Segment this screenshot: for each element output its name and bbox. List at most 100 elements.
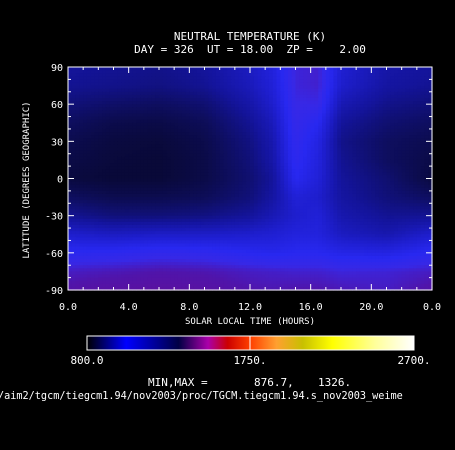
heatmap-cell xyxy=(204,172,209,177)
heatmap-cell xyxy=(204,203,209,207)
heatmap-cell xyxy=(193,132,198,136)
heatmap-cell xyxy=(166,166,171,170)
heatmap-cell xyxy=(333,172,338,177)
heatmap-cell xyxy=(86,144,92,149)
heatmap-cell xyxy=(250,107,255,111)
heatmap-cell xyxy=(394,172,399,177)
heatmap-cell xyxy=(295,197,300,201)
heatmap-cell xyxy=(121,113,126,118)
heatmap-cell xyxy=(132,70,137,74)
heatmap-cell xyxy=(420,147,426,152)
heatmap-cell xyxy=(185,163,190,167)
heatmap-cell xyxy=(367,156,372,161)
heatmap-cell xyxy=(375,70,380,74)
heatmap-cell xyxy=(124,153,130,158)
heatmap-cell xyxy=(341,88,346,93)
heatmap-cell xyxy=(159,116,164,121)
heatmap-cell xyxy=(424,147,429,152)
heatmap-cell xyxy=(363,91,369,96)
heatmap-cell xyxy=(253,159,259,164)
heatmap-cell xyxy=(386,82,391,87)
heatmap-cell xyxy=(204,125,209,130)
heatmap-cell xyxy=(174,91,179,96)
heatmap-cell xyxy=(128,85,134,90)
heatmap-cell xyxy=(322,135,327,139)
heatmap-cell xyxy=(223,76,228,80)
heatmap-cell xyxy=(265,76,270,80)
heatmap-cell xyxy=(261,101,266,105)
heatmap-cell xyxy=(124,116,130,121)
heatmap-cell xyxy=(166,181,171,186)
heatmap-cell xyxy=(98,85,103,90)
heatmap-cell xyxy=(132,172,137,177)
heatmap-cell xyxy=(333,200,338,204)
heatmap-cell xyxy=(405,122,410,127)
heatmap-cell xyxy=(83,135,88,139)
heatmap-cell xyxy=(215,132,221,136)
heatmap-cell xyxy=(386,97,391,102)
heatmap-cell xyxy=(174,209,179,214)
heatmap-cell xyxy=(344,153,350,158)
heatmap-cell xyxy=(215,169,221,173)
heatmap-cell xyxy=(155,135,160,139)
heatmap-cell xyxy=(109,184,115,189)
heatmap-cell xyxy=(113,212,118,217)
heatmap-cell xyxy=(219,135,225,139)
heatmap-cell xyxy=(310,218,316,223)
heatmap-cell xyxy=(428,209,433,214)
heatmap-cell xyxy=(231,172,236,177)
heatmap-cell xyxy=(193,113,198,118)
heatmap-cell xyxy=(71,110,77,115)
heatmap-cell xyxy=(272,138,278,142)
heatmap-cell xyxy=(303,94,308,99)
heatmap-cell xyxy=(268,156,274,161)
heatmap-cell xyxy=(246,153,251,158)
heatmap-cell xyxy=(94,73,99,77)
heatmap-cell xyxy=(162,181,168,186)
heatmap-cell xyxy=(287,150,293,155)
heatmap-cell xyxy=(337,79,342,84)
heatmap-cell xyxy=(174,206,179,211)
heatmap-cell xyxy=(375,85,380,90)
heatmap-cell xyxy=(193,181,198,186)
heatmap-cell xyxy=(280,110,285,115)
heatmap-cell xyxy=(420,178,426,183)
heatmap-cell xyxy=(147,97,153,102)
heatmap-cell xyxy=(102,119,107,124)
heatmap-cell xyxy=(394,144,399,149)
heatmap-cell xyxy=(166,212,171,217)
heatmap-cell xyxy=(132,122,137,127)
heatmap-cell xyxy=(151,181,156,186)
heatmap-cell xyxy=(265,200,270,204)
heatmap-cell xyxy=(212,141,217,146)
heatmap-cell xyxy=(314,206,319,211)
heatmap-cell xyxy=(136,138,141,142)
heatmap-cell xyxy=(322,206,327,211)
heatmap-cell xyxy=(71,153,77,158)
heatmap-cell xyxy=(390,116,395,121)
heatmap-cell xyxy=(238,215,244,220)
heatmap-cell xyxy=(189,193,194,198)
heatmap-cell xyxy=(189,144,194,149)
heatmap-cell xyxy=(200,82,206,87)
heatmap-cell xyxy=(231,88,236,93)
heatmap-cell xyxy=(132,169,137,173)
heatmap-cell xyxy=(386,79,391,84)
heatmap-cell xyxy=(147,203,153,207)
heatmap-cell xyxy=(397,190,403,195)
heatmap-cell xyxy=(276,141,281,146)
heatmap-cell xyxy=(276,147,281,152)
heatmap-cell xyxy=(147,101,153,105)
heatmap-cell xyxy=(227,141,232,146)
heatmap-cell xyxy=(280,104,285,108)
heatmap-cell xyxy=(314,67,319,71)
heatmap-cell xyxy=(409,193,414,198)
heatmap-cell xyxy=(371,147,376,152)
heatmap-cell xyxy=(234,166,240,170)
heatmap-cell xyxy=(109,193,115,198)
heatmap-cell xyxy=(215,178,221,183)
heatmap-cell xyxy=(143,141,149,146)
heatmap-cell xyxy=(132,156,137,161)
heatmap-cell xyxy=(344,119,350,124)
heatmap-cell xyxy=(238,91,244,96)
